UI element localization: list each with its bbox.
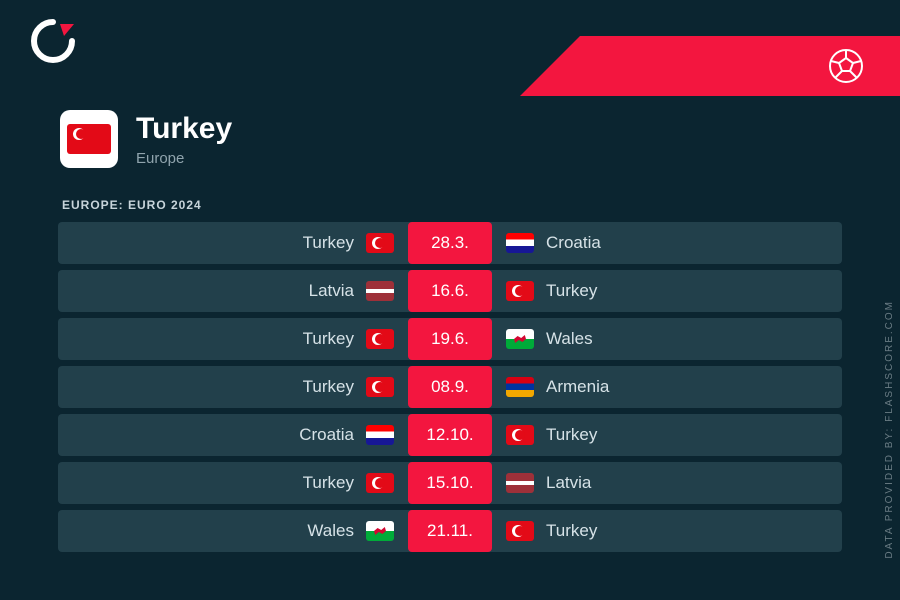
fixtures-list: Turkey28.3.CroatiaLatvia16.6.TurkeyTurke… <box>58 222 842 552</box>
home-team-label: Wales <box>307 521 354 541</box>
turkey-flag-icon <box>366 233 394 253</box>
away-team-label: Turkey <box>546 521 597 541</box>
turkey-flag-icon <box>366 377 394 397</box>
fixture-row[interactable]: Turkey 28.3. Croatia <box>58 222 842 264</box>
home-team-label: Latvia <box>309 281 354 301</box>
home-team-label: Turkey <box>303 377 354 397</box>
fixture-row[interactable]: Latvia 16.6. Turkey <box>58 270 842 312</box>
away-cell: Turkey <box>492 270 842 312</box>
team-region: Europe <box>136 150 232 167</box>
home-cell: Turkey <box>58 462 408 504</box>
team-name: Turkey <box>136 112 232 146</box>
accent-triangle <box>520 36 580 96</box>
wales-flag-icon <box>366 521 394 541</box>
fixture-date: 28.3. <box>408 222 492 264</box>
away-team-label: Armenia <box>546 377 609 397</box>
fixture-row[interactable]: Turkey 19.6. Wales <box>58 318 842 360</box>
wales-flag-icon <box>506 329 534 349</box>
fixture-row[interactable]: Croatia 12.10. Turkey <box>58 414 842 456</box>
home-cell: Croatia <box>58 414 408 456</box>
home-cell: Latvia <box>58 270 408 312</box>
home-cell: Turkey <box>58 318 408 360</box>
turkey-flag-icon <box>506 425 534 445</box>
turkey-flag-icon <box>366 473 394 493</box>
fixture-row[interactable]: Wales 21.11. Turkey <box>58 510 842 552</box>
team-header: Turkey Europe <box>60 110 232 168</box>
away-cell: Turkey <box>492 414 842 456</box>
latvia-flag-icon <box>506 473 534 493</box>
home-team-label: Turkey <box>303 233 354 253</box>
away-cell: Croatia <box>492 222 842 264</box>
home-cell: Turkey <box>58 366 408 408</box>
armenia-flag-icon <box>506 377 534 397</box>
fixture-date: 12.10. <box>408 414 492 456</box>
header-flag-card <box>60 110 118 168</box>
croatia-flag-icon <box>366 425 394 445</box>
home-team-label: Turkey <box>303 473 354 493</box>
fixture-date: 15.10. <box>408 462 492 504</box>
brand-logo <box>30 18 76 64</box>
away-cell: Wales <box>492 318 842 360</box>
fixture-date: 21.11. <box>408 510 492 552</box>
home-cell: Turkey <box>58 222 408 264</box>
home-team-label: Turkey <box>303 329 354 349</box>
turkey-flag-icon <box>506 521 534 541</box>
fixture-row[interactable]: Turkey 15.10. Latvia <box>58 462 842 504</box>
latvia-flag-icon <box>366 281 394 301</box>
turkey-flag-icon <box>506 281 534 301</box>
section-title: EUROPE: EURO 2024 <box>62 198 202 212</box>
croatia-flag-icon <box>506 233 534 253</box>
away-team-label: Croatia <box>546 233 601 253</box>
away-cell: Armenia <box>492 366 842 408</box>
fixture-row[interactable]: Turkey 08.9. Armenia <box>58 366 842 408</box>
away-cell: Latvia <box>492 462 842 504</box>
fixture-date: 08.9. <box>408 366 492 408</box>
home-cell: Wales <box>58 510 408 552</box>
away-cell: Turkey <box>492 510 842 552</box>
fixture-date: 16.6. <box>408 270 492 312</box>
home-team-label: Croatia <box>299 425 354 445</box>
football-icon <box>828 48 864 84</box>
watermark: DATA PROVIDED BY: FLASHSCORE.COM <box>885 300 896 559</box>
away-team-label: Turkey <box>546 281 597 301</box>
turkey-flag-icon <box>366 329 394 349</box>
away-team-label: Turkey <box>546 425 597 445</box>
away-team-label: Latvia <box>546 473 591 493</box>
away-team-label: Wales <box>546 329 593 349</box>
turkey-flag-icon <box>67 124 111 154</box>
fixture-date: 19.6. <box>408 318 492 360</box>
